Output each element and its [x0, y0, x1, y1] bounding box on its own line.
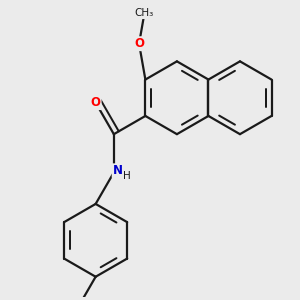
Text: CH₃: CH₃ [135, 8, 154, 18]
Text: O: O [91, 96, 100, 109]
Text: N: N [112, 164, 123, 177]
Text: O: O [134, 37, 144, 50]
Text: H: H [123, 171, 131, 181]
